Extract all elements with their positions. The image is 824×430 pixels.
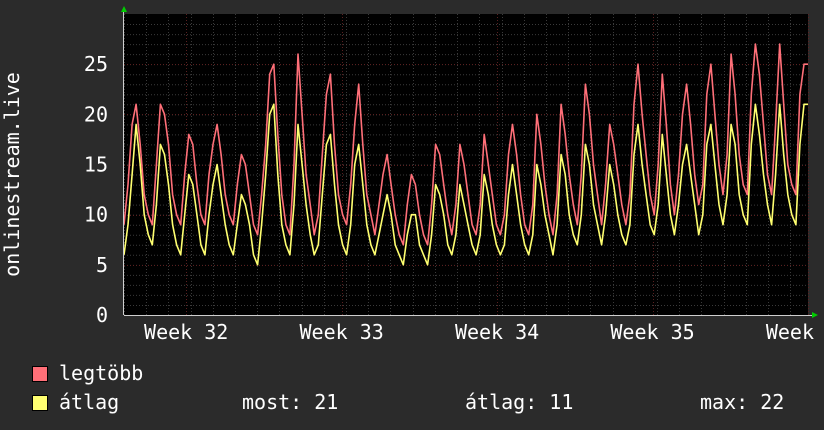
series-line-max [123, 43, 808, 246]
y-tick-label: 10 [84, 203, 108, 227]
legend-swatch-avg [32, 395, 48, 411]
stat-now: most: 21 [242, 390, 339, 414]
x-axis-arrow [812, 312, 818, 318]
y-tick-label: 5 [96, 253, 108, 277]
stat-average: átlag: 11 [465, 390, 574, 414]
series-line-avg [123, 103, 808, 266]
x-tick-label: Week 36 [766, 320, 824, 344]
y-tick-label: 20 [84, 102, 108, 126]
legend-label-avg: átlag [59, 390, 120, 414]
legend-label-max: legtöbb [59, 361, 144, 385]
y-tick-label: 15 [84, 153, 108, 177]
y-axis-label: onlinestream.live [0, 72, 24, 277]
x-tick-label: Week 32 [144, 320, 228, 344]
y-axis-arrow [121, 6, 127, 12]
legend-swatch-max [32, 366, 48, 382]
stat-max: max: 22 [700, 390, 785, 414]
y-tick-label: 25 [84, 52, 108, 76]
x-tick-label: Week 34 [455, 320, 539, 344]
x-tick-label: Week 35 [610, 320, 694, 344]
y-tick-label: 0 [96, 303, 108, 327]
x-tick-label: Week 33 [299, 320, 383, 344]
